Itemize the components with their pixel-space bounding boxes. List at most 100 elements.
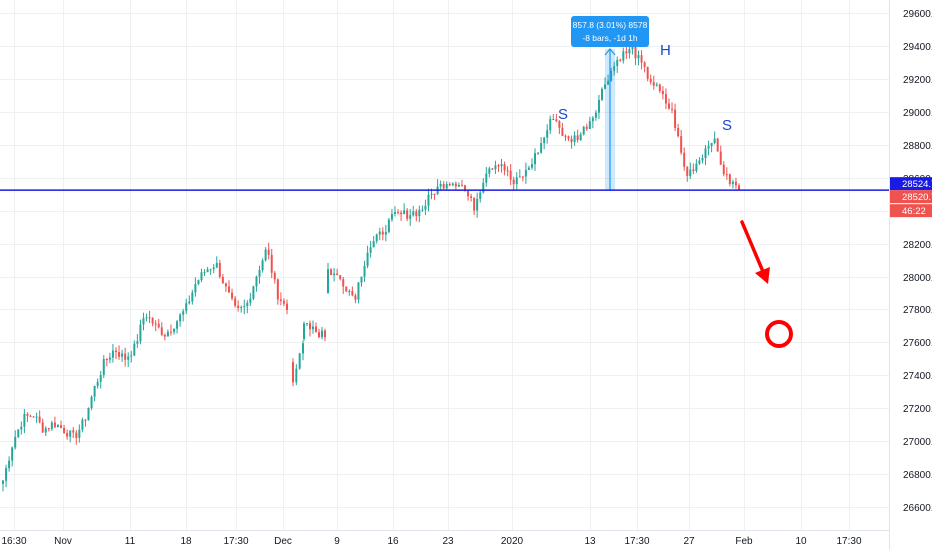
candle-body — [722, 164, 725, 175]
candle-body — [212, 267, 215, 270]
candle-body — [530, 164, 533, 168]
candle-body — [261, 260, 264, 271]
candle-body — [99, 374, 102, 382]
measure-tool[interactable]: 857.8 (3.01%) 8578 -8 bars, -1d 1h — [571, 16, 649, 191]
candle-body — [29, 415, 32, 417]
candle-body — [707, 146, 710, 149]
y-tick-label: 29200.0 — [903, 75, 932, 86]
candle-body — [203, 272, 206, 274]
x-tick-label: 17:30 — [836, 536, 861, 547]
candle-body — [142, 318, 145, 325]
candle-body — [336, 273, 339, 276]
candle-body — [540, 143, 543, 153]
candle-body — [613, 66, 616, 71]
candle-body — [585, 126, 588, 130]
candle-body — [616, 59, 619, 67]
candle-body — [430, 193, 433, 195]
candle-body — [47, 428, 50, 430]
candle-body — [270, 254, 273, 273]
candle-body — [610, 70, 613, 81]
candle-body — [692, 169, 695, 172]
candle-body — [664, 94, 667, 104]
candle-body — [701, 158, 704, 161]
candle-body — [579, 134, 582, 141]
candle-body — [695, 163, 698, 172]
candle-body — [194, 283, 197, 293]
candle-body — [63, 427, 66, 433]
time-axis[interactable]: 16:30 Nov 11 18 17:30 Dec 9 16 23 2020 13 17:30 27 Fe… — [0, 530, 889, 548]
candle-body — [351, 290, 354, 296]
candle-body — [369, 247, 372, 253]
candle-body — [166, 331, 169, 337]
x-tick-label: 17:30 — [624, 536, 649, 547]
candle-body — [38, 416, 41, 423]
candle-body — [527, 167, 530, 170]
candle-body — [543, 137, 546, 144]
candle-body — [145, 317, 148, 319]
candle-body — [90, 396, 93, 409]
candle-body — [279, 299, 282, 301]
candle-body — [8, 460, 11, 469]
candle-body — [412, 211, 415, 216]
candle-body — [14, 436, 17, 448]
candle-body — [464, 185, 466, 191]
candle-body — [69, 430, 72, 437]
y-tick-label: 29400.0 — [903, 42, 932, 53]
candle-body — [231, 292, 234, 299]
candle-body — [160, 327, 163, 335]
candle-body — [534, 153, 537, 165]
x-tick-label: 10 — [795, 536, 807, 547]
candle-body — [677, 127, 680, 137]
x-tick-label: Nov — [54, 536, 72, 547]
candle-body — [390, 213, 393, 220]
candle-body — [564, 135, 567, 137]
candle-body — [360, 276, 363, 283]
candle-body — [333, 273, 336, 276]
candle-body — [243, 306, 246, 308]
candle-body — [26, 413, 29, 416]
candle-body — [345, 286, 348, 292]
candle-body — [622, 51, 625, 61]
candle-body — [133, 343, 136, 356]
price-axis[interactable]: 26600.0 26800.0 27000.0 27200.0 27400.0 27600… — [889, 0, 932, 550]
y-tick-label: 28200.0 — [903, 240, 932, 251]
candle-body — [640, 55, 643, 63]
candle-body — [209, 269, 212, 271]
price-tags: 28524.7 28520.7 46:22 — [890, 177, 932, 218]
target-circle-icon — [765, 320, 793, 348]
candle-body — [60, 425, 63, 428]
x-tick-label: 2020 — [501, 536, 524, 547]
measure-tooltip — [571, 16, 649, 47]
candle-body — [570, 138, 573, 143]
candle-body — [637, 55, 640, 59]
x-tick-label: 27 — [683, 536, 695, 547]
candle-body — [185, 303, 188, 312]
candle-body — [258, 270, 261, 277]
candle-body — [224, 283, 227, 287]
candle-body — [734, 181, 737, 186]
candle-body — [327, 269, 329, 293]
candle-body — [53, 422, 56, 428]
candle-body — [276, 279, 279, 300]
candle-body — [5, 468, 8, 481]
candle-body — [130, 355, 133, 357]
candle-body — [646, 66, 649, 79]
candle-body — [72, 430, 75, 433]
drawing-annotations[interactable] — [740, 220, 793, 348]
candle-body — [738, 185, 740, 191]
candle-body — [546, 130, 549, 138]
candle-body — [485, 173, 488, 183]
candle-body — [124, 353, 127, 360]
candle-body — [93, 385, 96, 397]
candle-body — [488, 168, 491, 174]
x-tick-label: Feb — [735, 536, 753, 547]
candle-body — [298, 353, 301, 369]
candle-body — [643, 62, 646, 67]
candle-body — [182, 311, 185, 315]
x-tick-label: 13 — [584, 536, 596, 547]
candle-body — [17, 429, 20, 437]
candle-body — [163, 334, 166, 337]
y-tick-label: 27000.0 — [903, 437, 932, 448]
candle-body — [375, 234, 378, 242]
